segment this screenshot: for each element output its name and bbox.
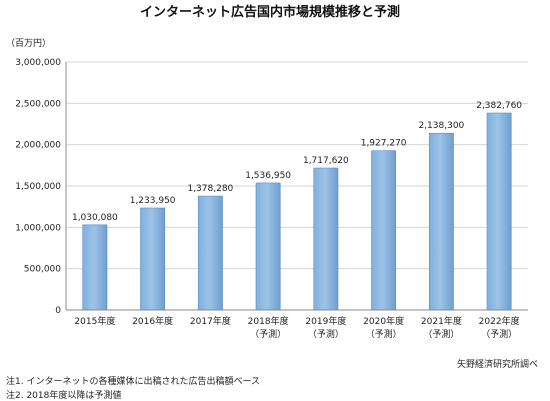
bar: [371, 150, 397, 311]
bars: [82, 112, 512, 311]
data-label: 1,233,950: [130, 196, 176, 206]
bar: [140, 207, 166, 311]
x-category-label: （予測）: [308, 328, 344, 340]
y-axis-ticks: 0 500,000 1,000,000 1,500,000 2,000,000 2,500…: [15, 58, 61, 316]
x-category-label: 2021年度: [421, 315, 462, 327]
y-axis-unit-label: （百万円）: [6, 38, 51, 49]
bar: [255, 182, 281, 311]
source-credit: 矢野経済研究所調べ: [456, 360, 538, 370]
gridlines: [66, 61, 528, 270]
footnote-1: 注1. インターネットの各種媒体に出稿された広告出稿額ベース: [6, 377, 260, 387]
chart-title: インターネット広告国内市場規模推移と予測: [140, 4, 400, 20]
y-tick-label: 1,000,000: [15, 223, 61, 233]
y-tick-label: 2,500,000: [15, 99, 61, 109]
y-tick-label: 2,000,000: [15, 141, 61, 151]
data-label: 1,378,280: [187, 184, 233, 194]
data-labels: 1,030,080 1,233,950 1,378,280 1,536,950 1,71…: [72, 101, 522, 223]
footnote-2: 注2. 2018年度以降は予測値: [6, 391, 122, 401]
y-tick-label: 3,000,000: [15, 58, 61, 68]
bar: [486, 112, 512, 311]
x-category-label: 2019年度: [305, 315, 346, 327]
y-tick-label: 1,500,000: [15, 182, 61, 192]
bar: [313, 167, 339, 311]
x-category-label: （予測）: [250, 328, 286, 340]
data-label: 1,536,950: [245, 171, 291, 181]
x-category-label: 2020年度: [363, 315, 404, 327]
x-category-label: 2015年度: [74, 315, 115, 327]
bar-chart: インターネット広告国内市場規模推移と予測 （百万円） 0 500,000 1,000…: [6, 4, 528, 340]
data-label: 2,382,760: [476, 101, 522, 111]
x-category-label: 2018年度: [248, 315, 289, 327]
x-category-label: 2022年度: [479, 315, 520, 327]
data-label: 1,030,080: [72, 213, 118, 223]
x-category-label: （予測）: [481, 328, 517, 340]
bar: [197, 195, 223, 311]
x-axis-categories: 2015年度 2016年度 2017年度 2018年度（予測）2019年度（予測）20…: [74, 315, 519, 340]
x-category-label: （予測）: [366, 328, 402, 340]
data-label: 1,717,620: [303, 156, 349, 166]
data-label: 2,138,300: [418, 121, 464, 131]
bar: [82, 224, 108, 311]
data-label: 1,927,270: [361, 139, 407, 149]
y-tick-label: 0: [55, 306, 61, 316]
x-category-label: 2017年度: [190, 315, 231, 327]
x-category-label: 2016年度: [132, 315, 173, 327]
bar: [428, 132, 454, 311]
x-category-label: （予測）: [423, 328, 459, 340]
y-tick-label: 500,000: [24, 265, 61, 275]
